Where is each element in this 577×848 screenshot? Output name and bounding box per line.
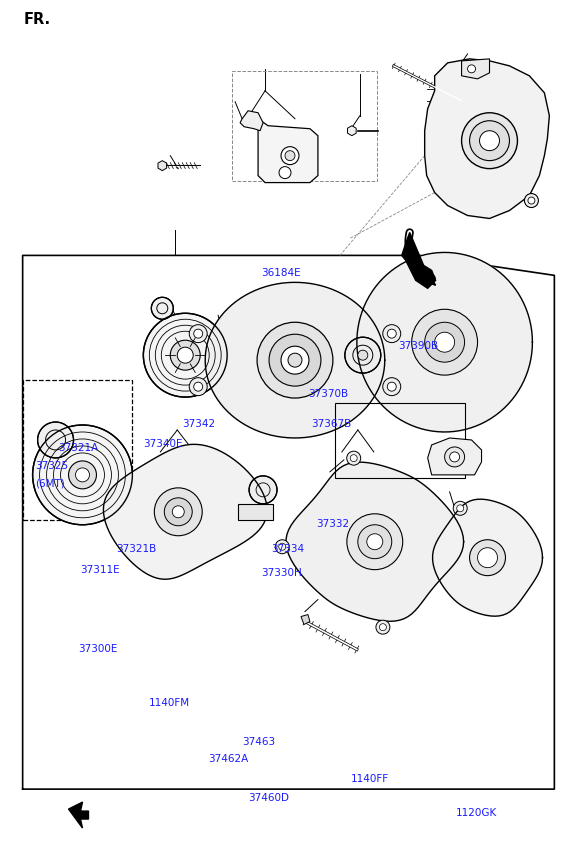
Circle shape	[376, 620, 390, 634]
Circle shape	[470, 120, 509, 160]
Circle shape	[479, 131, 500, 151]
Polygon shape	[69, 802, 88, 828]
Bar	[23, 380, 132, 520]
Circle shape	[445, 447, 464, 467]
Circle shape	[412, 310, 478, 375]
Polygon shape	[258, 119, 318, 182]
Circle shape	[462, 113, 518, 169]
Circle shape	[281, 346, 309, 374]
Polygon shape	[103, 444, 267, 579]
Polygon shape	[347, 126, 356, 136]
Polygon shape	[424, 271, 436, 285]
Circle shape	[467, 64, 475, 73]
Circle shape	[288, 353, 302, 367]
Circle shape	[383, 377, 401, 396]
Text: 37342: 37342	[182, 419, 215, 429]
Circle shape	[358, 525, 392, 559]
Circle shape	[154, 488, 202, 536]
Circle shape	[347, 514, 403, 570]
Polygon shape	[428, 438, 482, 475]
Circle shape	[173, 505, 184, 518]
Text: 37311E: 37311E	[80, 565, 120, 574]
Circle shape	[170, 340, 200, 370]
Circle shape	[281, 147, 299, 165]
Circle shape	[249, 476, 277, 504]
Circle shape	[279, 544, 286, 550]
Polygon shape	[357, 253, 533, 432]
Circle shape	[275, 539, 289, 554]
Circle shape	[524, 193, 538, 208]
Text: 37463: 37463	[242, 737, 276, 747]
Text: 1120GK: 1120GK	[455, 808, 497, 818]
Text: FR.: FR.	[24, 12, 51, 27]
Circle shape	[69, 461, 96, 488]
Circle shape	[387, 382, 396, 391]
Circle shape	[38, 422, 73, 458]
Polygon shape	[158, 160, 167, 170]
Circle shape	[345, 338, 381, 373]
Circle shape	[358, 350, 368, 360]
Text: 37367B: 37367B	[312, 419, 352, 429]
Polygon shape	[205, 282, 385, 438]
Text: 37460D: 37460D	[248, 793, 289, 803]
Text: 1140FM: 1140FM	[149, 698, 190, 708]
Circle shape	[380, 623, 387, 631]
Circle shape	[478, 548, 497, 567]
Polygon shape	[402, 232, 436, 288]
Text: 1140FF: 1140FF	[351, 774, 389, 784]
Polygon shape	[238, 504, 273, 520]
Bar	[232, 71, 377, 181]
Text: 37370B: 37370B	[309, 388, 349, 399]
Circle shape	[285, 151, 295, 160]
Circle shape	[177, 347, 193, 363]
Circle shape	[453, 501, 467, 516]
Circle shape	[449, 452, 460, 462]
Text: 37321B: 37321B	[116, 544, 156, 555]
Circle shape	[279, 166, 291, 179]
Text: 37334: 37334	[271, 544, 304, 555]
Polygon shape	[433, 499, 542, 616]
Circle shape	[387, 329, 396, 338]
Circle shape	[470, 539, 505, 576]
Text: 36184E: 36184E	[261, 269, 301, 278]
Polygon shape	[459, 96, 471, 106]
Text: (6MT): (6MT)	[35, 478, 65, 488]
Circle shape	[350, 455, 357, 461]
Circle shape	[151, 298, 173, 319]
Circle shape	[463, 61, 479, 77]
Circle shape	[257, 322, 333, 398]
Text: 37332: 37332	[316, 519, 349, 529]
Circle shape	[33, 425, 132, 525]
Polygon shape	[301, 615, 310, 624]
Text: 37340E: 37340E	[144, 439, 183, 449]
Circle shape	[164, 498, 192, 526]
Circle shape	[434, 332, 455, 352]
Polygon shape	[286, 462, 464, 622]
Text: 37330H: 37330H	[261, 568, 302, 577]
Circle shape	[383, 325, 401, 343]
Text: 37300E: 37300E	[78, 644, 118, 654]
Text: 37325: 37325	[35, 461, 68, 471]
Circle shape	[189, 377, 207, 396]
Circle shape	[457, 505, 464, 512]
Circle shape	[269, 334, 321, 386]
Circle shape	[194, 382, 203, 391]
Circle shape	[76, 468, 89, 482]
Circle shape	[528, 197, 535, 204]
Circle shape	[367, 533, 383, 550]
Circle shape	[189, 325, 207, 343]
Text: 37462A: 37462A	[208, 754, 248, 764]
Circle shape	[194, 329, 203, 338]
Text: 37390B: 37390B	[398, 341, 438, 351]
Polygon shape	[425, 59, 549, 219]
Circle shape	[425, 322, 464, 362]
Text: 37321A: 37321A	[58, 443, 99, 453]
Bar	[335, 403, 464, 478]
Circle shape	[143, 313, 227, 397]
Circle shape	[347, 451, 361, 466]
Polygon shape	[462, 59, 489, 79]
Polygon shape	[240, 111, 263, 131]
